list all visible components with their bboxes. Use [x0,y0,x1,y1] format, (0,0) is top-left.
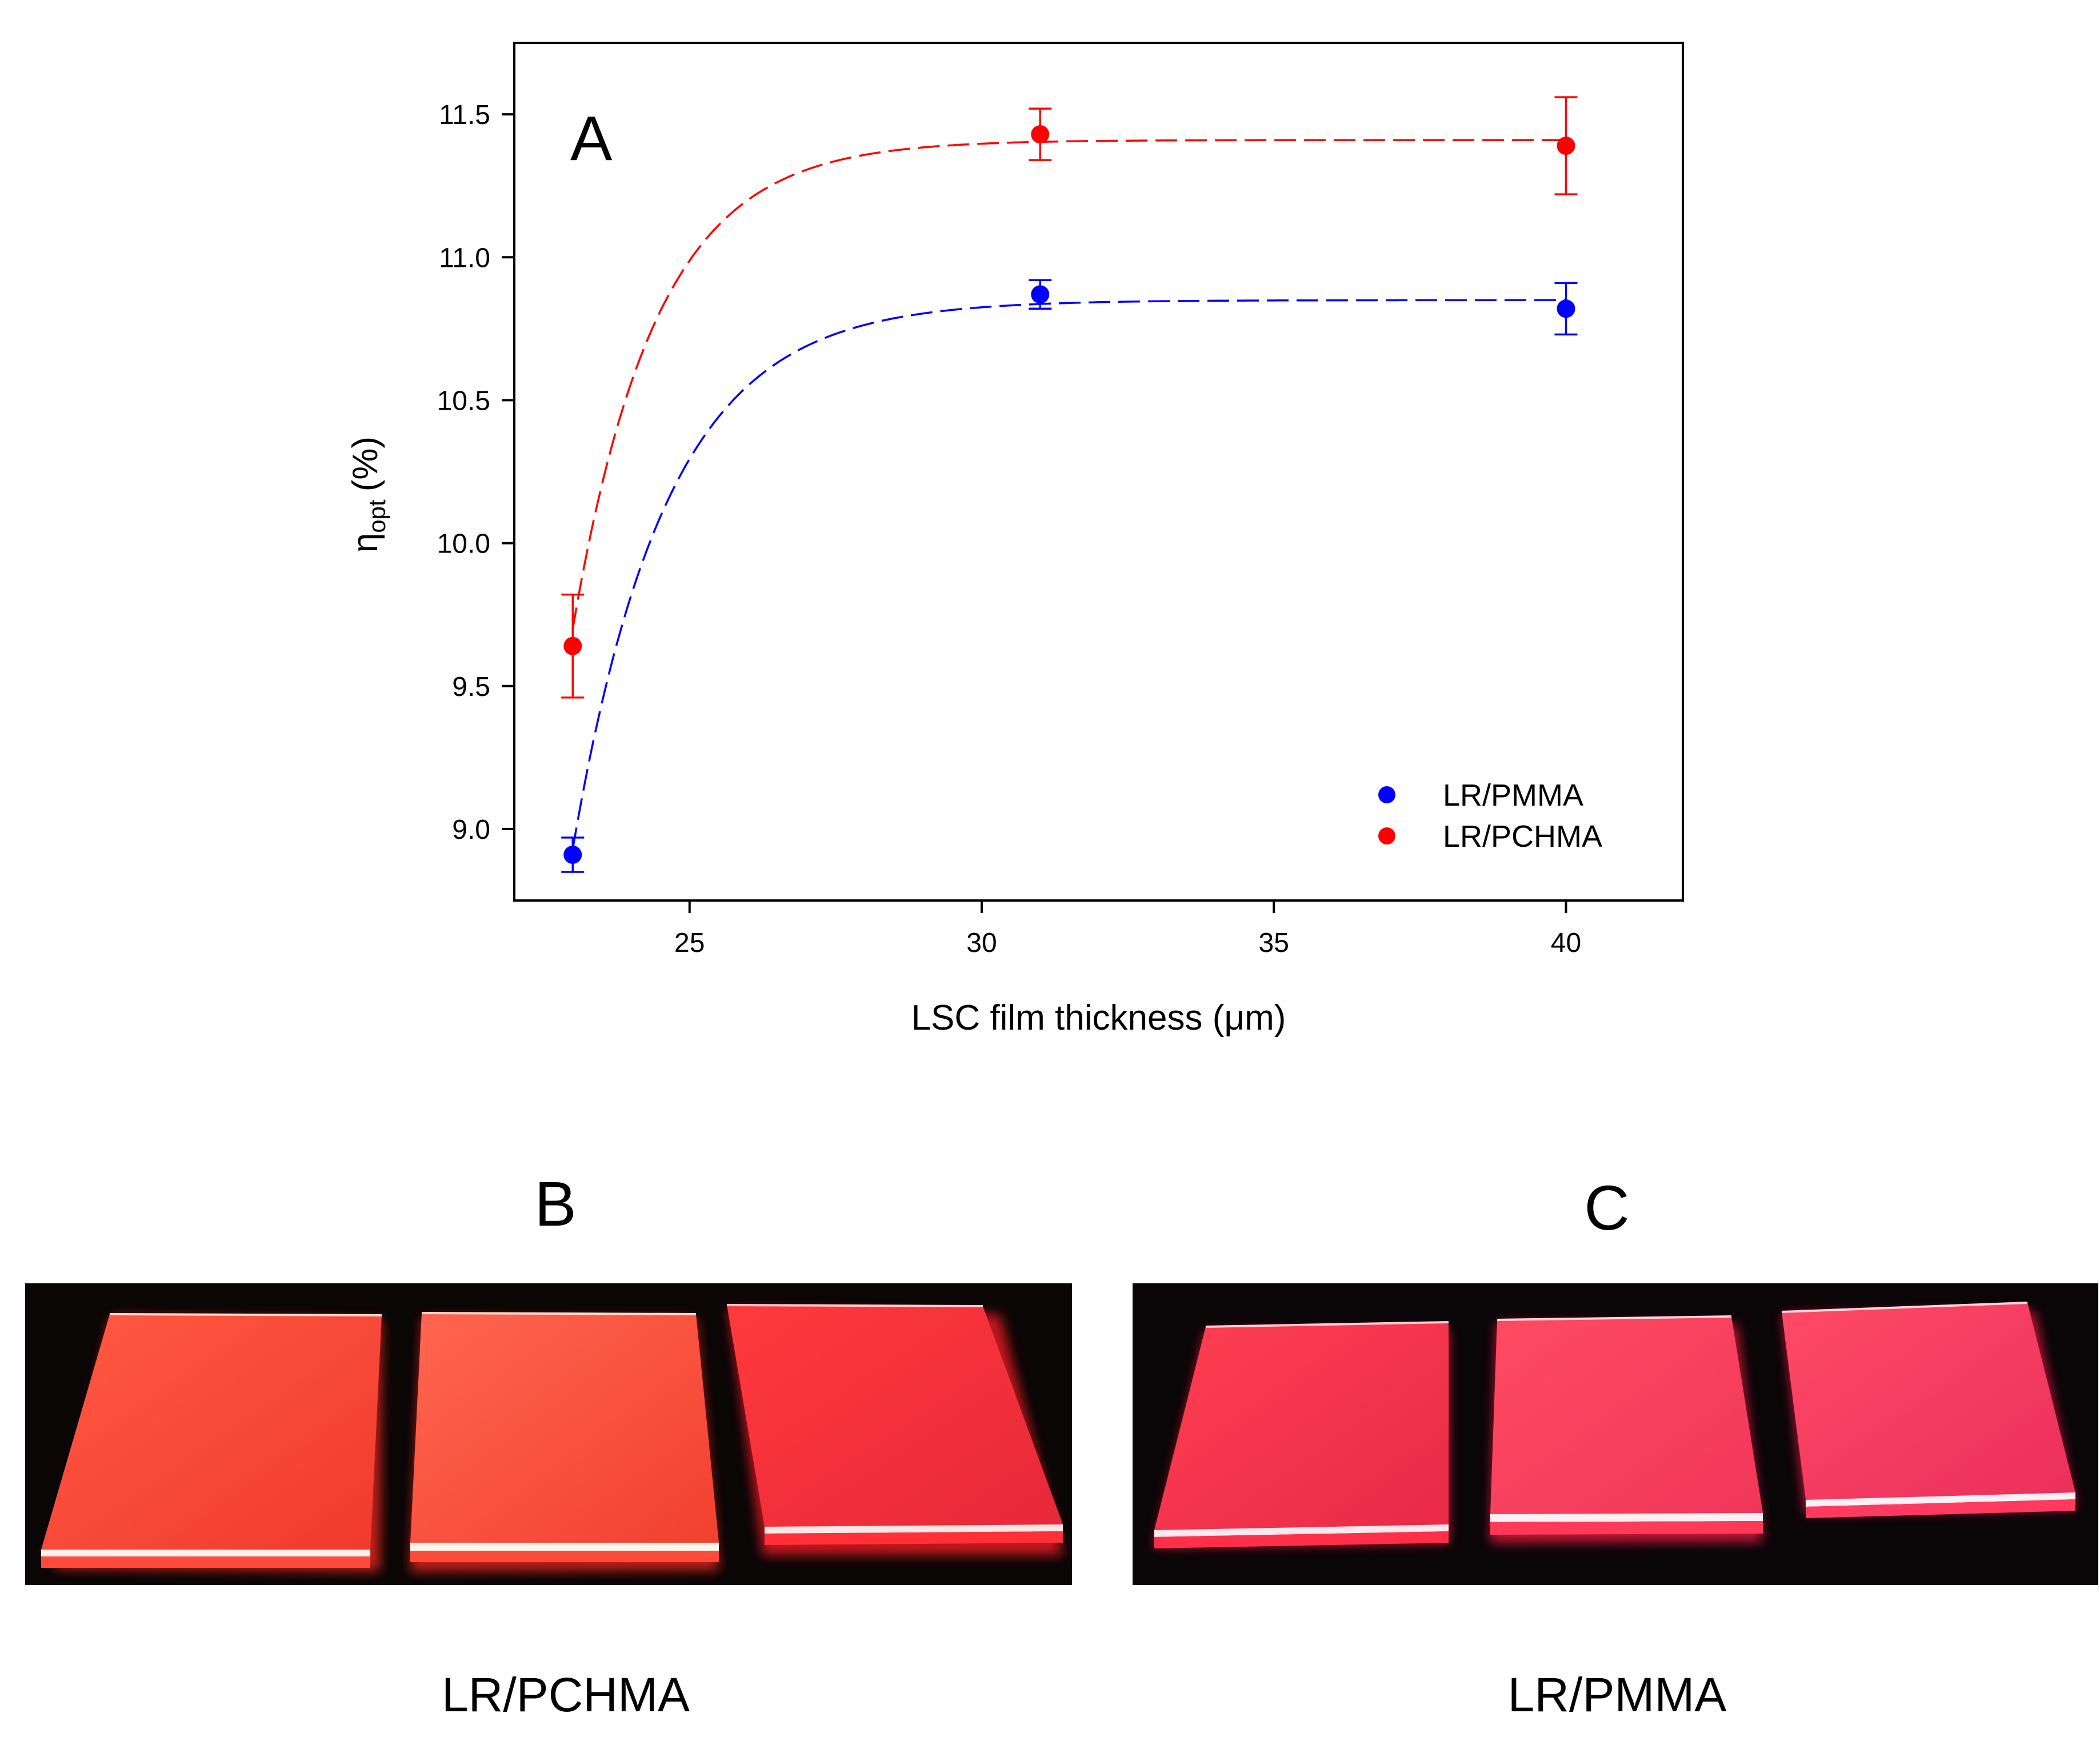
y-tick-label: 10.0 [437,529,490,559]
y-tick-label: 11.5 [439,100,490,130]
lsc-plate-b3 [726,1304,1063,1555]
y-tick-label: 11.0 [439,243,490,273]
photo-panel-b: B LR/PCHMA [25,1169,1072,1722]
lsc-plate-b1 [41,1313,382,1571]
legend: LR/PMMA LR/PCHMA [1378,778,1602,854]
panel-label-a: A [570,103,613,174]
caption-c: LR/PMMA [1508,1668,1727,1722]
y-tick-label: 9.0 [452,815,490,845]
panel-label-c: C [1584,1173,1629,1243]
x-axis-title: LSC film thickness (μm) [911,998,1286,1038]
data-point-lrpmma [563,845,582,864]
y-axis-unit: (%) [346,437,385,491]
panel-label-b: B [534,1169,576,1239]
lsc-plate-b2 [410,1312,719,1571]
legend-label: LR/PMMA [1443,778,1583,813]
caption-b: LR/PCHMA [442,1668,690,1722]
x-tick-label: 25 [674,928,705,958]
x-tick-label: 40 [1551,928,1581,958]
lsc-plate-c3 [1781,1302,2075,1518]
data-point-lrpmma [1031,285,1050,304]
plot-frame [513,42,1684,902]
data-points [561,96,1578,873]
x-tick-label: 35 [1259,928,1289,958]
lsc-plate-c2 [1490,1315,1763,1543]
fit-curve-lrpchma [571,139,1566,629]
x-tick-label: 30 [966,928,997,958]
data-point-lrpchma [563,637,582,655]
data-point-lrpchma [1557,137,1575,155]
chart-panel-a: A 25 30 35 40 9.0 9.5 10.0 10.5 11.0 11.5 LR/PMMA… [346,42,1684,1038]
legend-marker [1378,827,1395,845]
y-axis-subscript: opt [363,499,390,533]
y-axis-symbol: η [346,533,385,553]
data-point-lrpchma [1031,125,1050,144]
fit-curves [571,139,1566,850]
axis-ticks: 25 30 35 40 9.0 9.5 10.0 10.5 11.0 11.5 [437,100,1582,958]
photo-panel-c: C LR/PMMA [1133,1173,2098,1722]
data-point-lrpmma [1557,299,1575,318]
legend-label: LR/PCHMA [1443,819,1602,854]
y-tick-label: 10.5 [437,386,490,416]
y-tick-label: 9.5 [452,672,490,702]
y-axis-title: ηopt (%) [346,437,390,553]
legend-marker [1378,786,1395,803]
lsc-plate-c1 [1154,1321,1449,1548]
fit-curve-lrpmma [571,299,1566,850]
